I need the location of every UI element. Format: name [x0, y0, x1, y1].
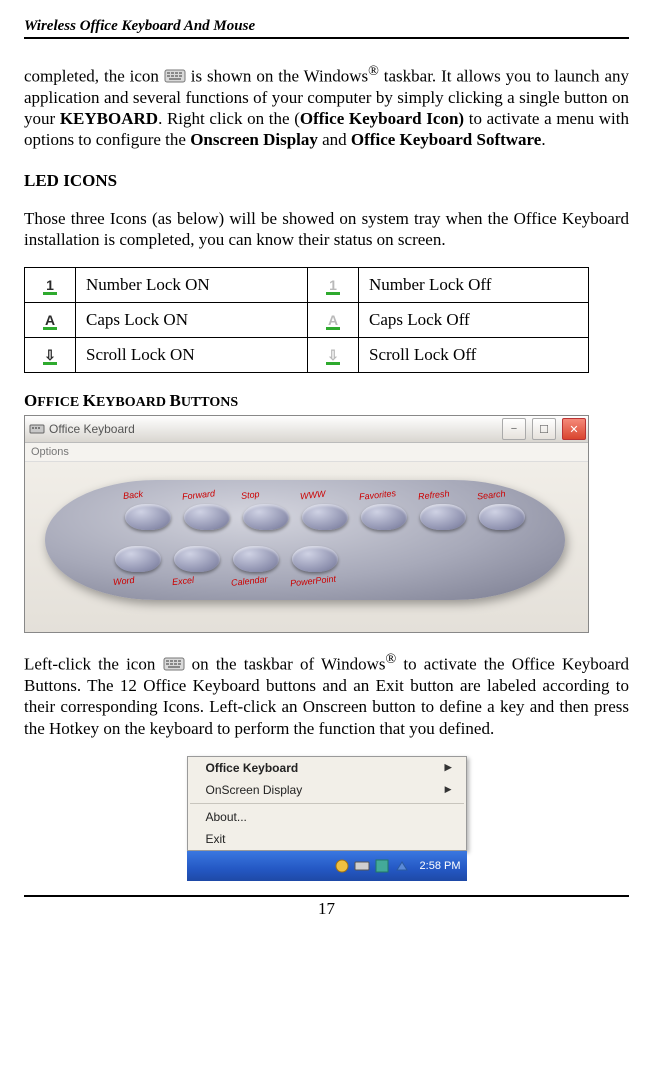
lock-on-label: Number Lock ON — [76, 268, 308, 303]
app-icon — [29, 421, 45, 437]
lock-on-icon: ⇩ — [25, 338, 76, 373]
hardware-button[interactable] — [115, 546, 161, 572]
office-kb-buttons-heading: OFFICE KEYBOARD BUTTONS — [24, 391, 629, 411]
hardware-button[interactable] — [125, 504, 171, 530]
office-keyboard-window: Office Keyboard − ☐ ✕ Options Back Forwar… — [24, 415, 589, 633]
paragraph-intro: completed, the icon is shown on the Wind… — [24, 63, 629, 151]
submenu-arrow-icon: ▶ — [445, 784, 452, 795]
lock-off-label: Number Lock Off — [359, 268, 589, 303]
hardware-button[interactable] — [302, 504, 348, 530]
context-menu: Office Keyboard ▶ OnScreen Display ▶ About..… — [187, 756, 467, 851]
text: . — [541, 130, 545, 149]
hardware-button[interactable] — [233, 546, 279, 572]
context-menu-item[interactable]: Exit — [188, 828, 466, 850]
tray-icon[interactable] — [394, 858, 410, 874]
window-titlebar: Office Keyboard − ☐ ✕ — [25, 416, 588, 443]
keyboard-device: Back Forward Stop WWW Favorites Refresh Search… — [45, 480, 565, 600]
lock-off-icon: ⇩ — [308, 338, 359, 373]
table-row: 1Number Lock ON1Number Lock Off — [25, 268, 589, 303]
text: UTTONS — [181, 395, 238, 410]
text: EYBOARD — [96, 395, 170, 410]
context-menu-item[interactable]: About... — [188, 806, 466, 828]
taskbar: 2:58 PM — [187, 851, 467, 881]
keyboard-tray-icon — [163, 654, 185, 674]
text: . Right click on the ( — [158, 109, 300, 128]
lock-on-icon: 1 — [25, 268, 76, 303]
button-label: PowerPoint — [290, 574, 337, 589]
text: Left-click the icon — [24, 655, 163, 674]
text: is shown on the Windows — [191, 67, 368, 86]
hardware-button[interactable] — [292, 546, 338, 572]
bold: Office Keyboard Software — [351, 130, 541, 149]
hardware-button[interactable] — [361, 504, 407, 530]
hardware-button[interactable] — [420, 504, 466, 530]
minimize-button[interactable]: − — [502, 418, 526, 440]
bold: KEYBOARD — [60, 109, 158, 128]
hardware-button[interactable] — [174, 546, 220, 572]
menu-separator — [190, 803, 464, 804]
context-menu-screenshot: Office Keyboard ▶ OnScreen Display ▶ About..… — [187, 756, 467, 881]
maximize-button[interactable]: ☐ — [532, 418, 556, 440]
page-header: Wireless Office Keyboard And Mouse — [24, 18, 629, 39]
lock-off-icon: 1 — [308, 268, 359, 303]
menu-item-label: OnScreen Display — [206, 783, 303, 797]
led-intro: Those three Icons (as below) will be sho… — [24, 208, 629, 251]
hardware-button[interactable] — [184, 504, 230, 530]
table-row: ⇩Scroll Lock ON⇩Scroll Lock Off — [25, 338, 589, 373]
tray-icon[interactable] — [374, 858, 390, 874]
button-label: Stop — [241, 489, 260, 501]
lock-on-icon: A — [25, 303, 76, 338]
hardware-button[interactable] — [243, 504, 289, 530]
button-label: Forward — [182, 488, 216, 501]
menu-item-label: Exit — [206, 832, 226, 846]
reg-mark: ® — [385, 651, 396, 667]
window-body: Back Forward Stop WWW Favorites Refresh Search… — [25, 462, 588, 632]
text: and — [318, 130, 351, 149]
button-row-bottom — [115, 546, 338, 572]
hardware-button[interactable] — [479, 504, 525, 530]
button-label: Calendar — [231, 574, 268, 588]
menu-item-label: About... — [206, 810, 247, 824]
bold: Office Keyboard Icon) — [300, 109, 464, 128]
button-label: Back — [123, 489, 144, 501]
lock-off-label: Caps Lock Off — [359, 303, 589, 338]
reg-mark: ® — [368, 63, 379, 79]
table-row: ACaps Lock ONACaps Lock Off — [25, 303, 589, 338]
lock-on-label: Scroll Lock ON — [76, 338, 308, 373]
text: on the taskbar of Windows — [192, 655, 386, 674]
button-label: WWW — [300, 489, 326, 502]
context-menu-item[interactable]: Office Keyboard ▶ — [188, 757, 466, 779]
tray-keyboard-icon[interactable] — [354, 858, 370, 874]
paragraph-usage: Left-click the icon on the taskbar of Wi… — [24, 651, 629, 739]
page-footer: 17 — [24, 895, 629, 919]
lock-off-label: Scroll Lock Off — [359, 338, 589, 373]
close-button[interactable]: ✕ — [562, 418, 586, 440]
lock-on-label: Caps Lock ON — [76, 303, 308, 338]
button-label: Search — [477, 489, 506, 502]
text: FFICE — [37, 395, 83, 410]
window-title: Office Keyboard — [49, 422, 496, 436]
tray-icon[interactable] — [334, 858, 350, 874]
button-row-top — [125, 504, 525, 530]
led-icons-heading: LED ICONS — [24, 171, 629, 191]
text: completed, the icon — [24, 67, 164, 86]
lock-off-icon: A — [308, 303, 359, 338]
bold: Onscreen Display — [190, 130, 318, 149]
context-menu-item[interactable]: OnScreen Display ▶ — [188, 779, 466, 801]
page: Wireless Office Keyboard And Mouse compl… — [0, 0, 653, 929]
keyboard-tray-icon — [164, 66, 186, 86]
button-label: Refresh — [418, 489, 450, 502]
button-label: Word — [113, 575, 135, 587]
submenu-arrow-icon: ▶ — [445, 762, 452, 773]
menu-item-label: Office Keyboard — [206, 761, 299, 775]
button-label: Favorites — [359, 488, 397, 502]
led-status-table: 1Number Lock ON1Number Lock OffACaps Loc… — [24, 267, 589, 373]
taskbar-clock: 2:58 PM — [420, 860, 461, 872]
window-menubar[interactable]: Options — [25, 443, 588, 462]
button-label: Excel — [172, 575, 195, 587]
